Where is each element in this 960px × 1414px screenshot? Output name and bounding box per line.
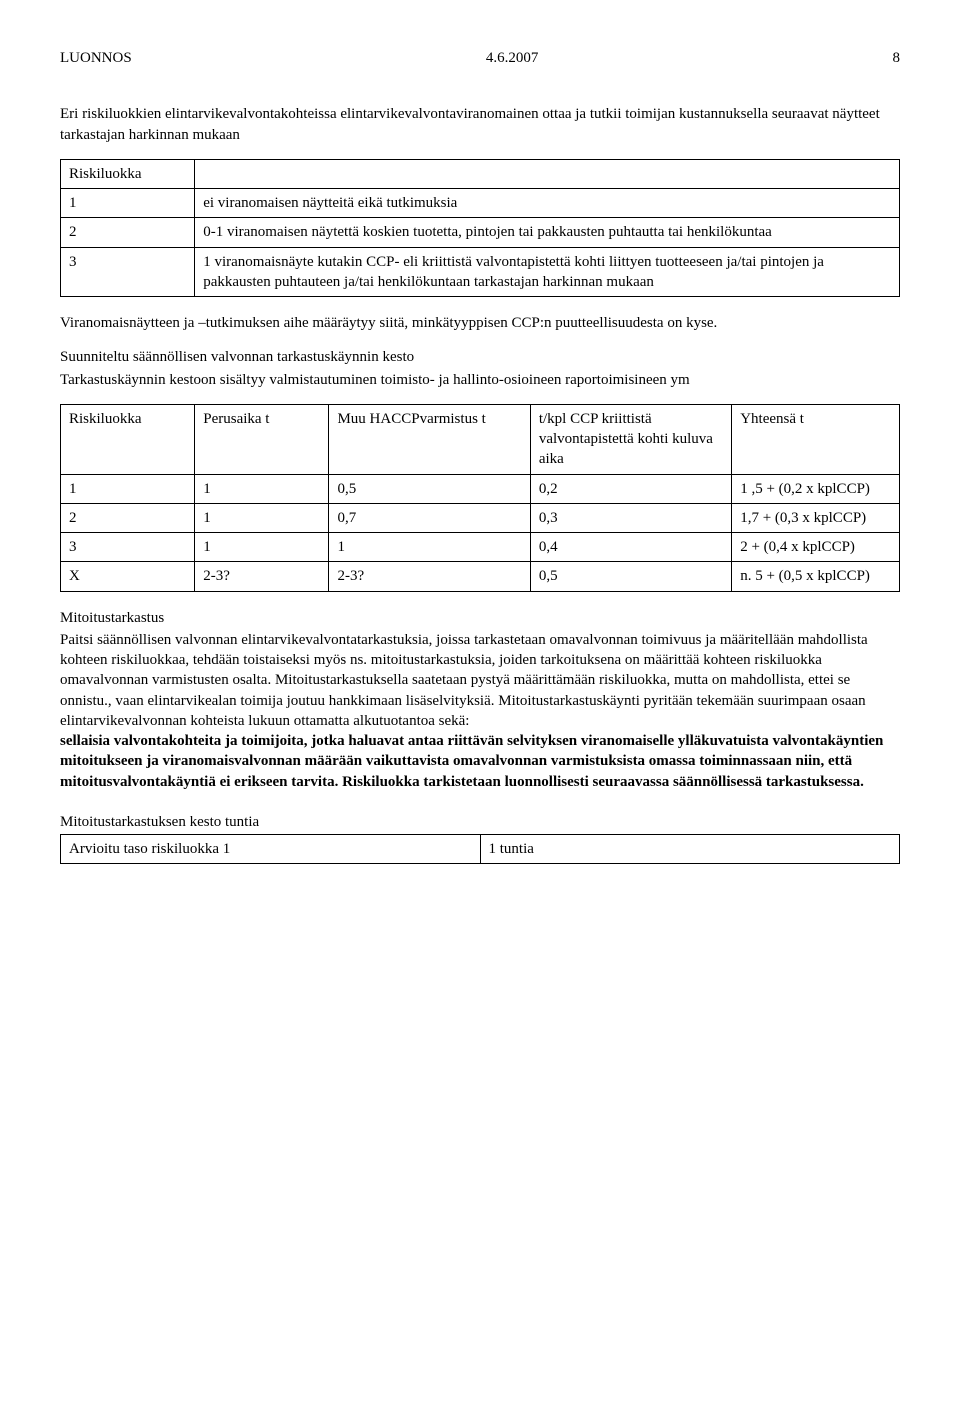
t2-r2-c3: 0,7 — [329, 503, 530, 532]
t2-h5: Yhteensä t — [732, 404, 900, 474]
t1-r1-c2: ei viranomaisen näytteitä eikä tutkimuks… — [195, 189, 900, 218]
t1-r3-c1: 3 — [61, 247, 195, 297]
mitoitus-body: Paitsi säännöllisen valvonnan elintarvik… — [60, 630, 900, 792]
t2-r1-c3: 0,5 — [329, 474, 530, 503]
page-header: LUONNOS 4.6.2007 8 — [60, 48, 900, 68]
t1-header-col2 — [195, 159, 900, 188]
t2-r1-c2: 1 — [195, 474, 329, 503]
t2-r3-c1: 3 — [61, 533, 195, 562]
mitoitus-title: Mitoitustarkastus — [60, 608, 900, 628]
t2-r3-c5: 2 + (0,4 x kplCCP) — [732, 533, 900, 562]
t1-r2-c1: 2 — [61, 218, 195, 247]
t2-r4-c3: 2-3? — [329, 562, 530, 591]
header-right: 8 — [892, 48, 900, 68]
t2-r2-c1: 2 — [61, 503, 195, 532]
mitoitus-duration-table: Arvioitu taso riskiluokka 1 1 tuntia — [60, 834, 900, 864]
t3-title: Mitoitustarkastuksen kesto tuntia — [60, 812, 900, 832]
t2-h2: Perusaika t — [195, 404, 329, 474]
suunniteltu-body: Tarkastuskäynnin kestoon sisältyy valmis… — [60, 370, 900, 390]
header-center: 4.6.2007 — [486, 48, 539, 68]
t2-r3-c4: 0,4 — [530, 533, 731, 562]
t2-h4: t/kpl CCP kriittistä valvontapistettä ko… — [530, 404, 731, 474]
t2-r3-c2: 1 — [195, 533, 329, 562]
mitoitus-body-bold: sellaisia valvontakohteita ja toimijoita… — [60, 733, 883, 790]
t2-h3: Muu HACCPvarmistus t — [329, 404, 530, 474]
risk-samples-table: Riskiluokka 1 ei viranomaisen näytteitä … — [60, 159, 900, 297]
t2-r4-c4: 0,5 — [530, 562, 731, 591]
intro-paragraph: Eri riskiluokkien elintarvikevalvontakoh… — [60, 104, 900, 145]
t1-r1-c1: 1 — [61, 189, 195, 218]
mitoitus-body-plain: Paitsi säännöllisen valvonnan elintarvik… — [60, 632, 868, 729]
t2-r1-c4: 0,2 — [530, 474, 731, 503]
t2-h1: Riskiluokka — [61, 404, 195, 474]
t2-r4-c5: n. 5 + (0,5 x kplCCP) — [732, 562, 900, 591]
after-t1-paragraph: Viranomaisnäytteen ja –tutkimuksen aihe … — [60, 313, 900, 333]
t3-r1-c1: Arvioitu taso riskiluokka 1 — [61, 835, 481, 864]
t2-r3-c3: 1 — [329, 533, 530, 562]
t1-r2-c2: 0-1 viranomaisen näytettä koskien tuotet… — [195, 218, 900, 247]
t1-header-col1: Riskiluokka — [61, 159, 195, 188]
t2-r2-c5: 1,7 + (0,3 x kplCCP) — [732, 503, 900, 532]
t2-r4-c2: 2-3? — [195, 562, 329, 591]
t2-r4-c1: X — [61, 562, 195, 591]
duration-table: Riskiluokka Perusaika t Muu HACCPvarmist… — [60, 404, 900, 592]
suunniteltu-title: Suunniteltu säännöllisen valvonnan tarka… — [60, 347, 900, 367]
t1-r3-c2: 1 viranomaisnäyte kutakin CCP- eli kriit… — [195, 247, 900, 297]
header-left: LUONNOS — [60, 48, 132, 68]
t2-r2-c2: 1 — [195, 503, 329, 532]
t2-r1-c1: 1 — [61, 474, 195, 503]
t2-r1-c5: 1 ,5 + (0,2 x kplCCP) — [732, 474, 900, 503]
t2-r2-c4: 0,3 — [530, 503, 731, 532]
t3-r1-c2: 1 tuntia — [480, 835, 900, 864]
